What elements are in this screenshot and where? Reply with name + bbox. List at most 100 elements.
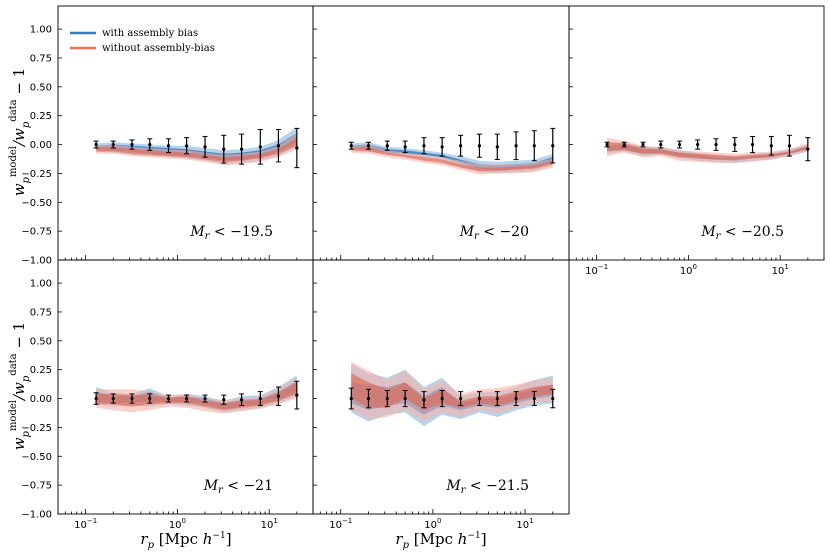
x-tick-label: 101 (772, 263, 789, 277)
errorbar-point (750, 135, 756, 154)
errorbar-point (257, 129, 263, 165)
errorbar-point (476, 133, 482, 158)
panels-layer: −1.00 −0.75 −0.50 −0.25 0.00 0.25 0.50 0.75 1.00… (21, 5, 825, 531)
errorbar-point (110, 393, 116, 404)
y-tick-label: −0.75 (21, 227, 52, 238)
y-tick-label: −0.50 (21, 198, 52, 209)
errorbar-point (640, 141, 646, 148)
x-tick-label: 100 (169, 517, 186, 531)
panel-plot-area (348, 361, 556, 427)
errorbar-point (513, 391, 519, 406)
errorbar-point (166, 394, 172, 403)
panel-4: −1.00 −0.75 −0.50 −0.25 0.00 0.25 0.50 0.75 1.00… (21, 259, 314, 531)
errorbar-point (166, 138, 172, 154)
errorbar-point (384, 389, 390, 408)
band-with-inner (351, 144, 553, 170)
errorbar-point (421, 391, 427, 409)
errorbar-point (550, 388, 556, 409)
panel-3: 10−1 100 101 Mr < −20.5 (568, 5, 825, 277)
y-tick-label: 1.00 (30, 25, 52, 36)
x-tick-label: 10−1 (329, 517, 352, 531)
errorbar-point (275, 386, 281, 406)
band-without-inner (96, 382, 297, 411)
panel-1: −1.00 −0.75 −0.50 −0.25 0.00 0.25 0.50 0.75 1.00… (21, 5, 314, 267)
x-axis-title: rp [Mpc h−1] (395, 530, 486, 551)
errorbar-point (621, 141, 627, 148)
band-without-inner (96, 137, 297, 162)
errorbar-point (604, 141, 610, 148)
x-axis-title: rp [Mpc h−1] (140, 530, 231, 551)
errorbar-point (768, 135, 774, 156)
errorbar-point (348, 141, 354, 150)
panel-2: Mr < −20 (312, 5, 570, 261)
panel-label: Mr < −19.5 (189, 224, 273, 242)
errorbar-point (513, 131, 519, 161)
errorbar-point (275, 129, 281, 163)
x-tick-label: 10−1 (585, 263, 608, 277)
errorbar-point (239, 133, 245, 165)
y-tick-label: −1.00 (21, 256, 52, 267)
panel-label: Mr < −21 (203, 478, 273, 496)
y-tick-label: 1.00 (30, 279, 52, 290)
errorbar-point (348, 387, 354, 410)
errorbar-point (402, 389, 408, 408)
y-tick-label: −0.50 (21, 452, 52, 463)
panel-plot-area (93, 127, 300, 169)
panel-frame (568, 5, 825, 261)
legend-label-with: with assembly bias (102, 28, 198, 39)
x-tick-label: 100 (424, 517, 441, 531)
y-tick-label: 0.00 (30, 140, 52, 151)
panel-5: 10−1 100 101 Mr < −21.5 (312, 259, 570, 531)
band-without-inner (351, 373, 553, 411)
errorbar-point (221, 134, 227, 164)
errorbar-point (732, 137, 738, 152)
errorbar-point (439, 389, 445, 408)
errorbar-point (202, 135, 208, 158)
errorbar-point (147, 393, 153, 404)
errorbar-point (93, 140, 99, 149)
y-tick-label: −1.00 (21, 510, 52, 521)
errorbar-point (713, 138, 719, 151)
errorbar-point (221, 394, 227, 405)
x-tick-label: 10−1 (74, 517, 97, 531)
errorbar-point (202, 394, 208, 403)
panel-label: Mr < −21.5 (445, 478, 529, 496)
band-without-outer (351, 361, 553, 422)
panel-frame (312, 5, 570, 261)
errorbar-point (147, 138, 153, 151)
errorbar-point (786, 134, 792, 157)
panel-plot-area (93, 375, 300, 414)
band-without-inner (351, 146, 553, 172)
errorbar-point (93, 392, 99, 405)
errorbar-point (677, 140, 683, 149)
y-tick-label: 0.50 (30, 336, 52, 347)
errorbar-point (402, 140, 408, 154)
errorbar-point (531, 391, 537, 406)
errorbar-point (695, 139, 701, 150)
errorbar-point (110, 140, 116, 149)
errorbar-point (365, 141, 371, 150)
y-tick-label: −0.25 (21, 423, 52, 434)
x-tick-label: 101 (516, 517, 533, 531)
panel-frame (57, 259, 314, 515)
x-tick-label: 100 (680, 263, 697, 277)
panel-plot-area (348, 127, 556, 175)
errorbar-point (257, 391, 263, 406)
y-tick-label: −0.75 (21, 481, 52, 492)
errorbar-point (550, 127, 556, 164)
y-tick-label: 0.25 (30, 365, 52, 376)
errorbar-point (184, 394, 190, 403)
errorbar-point (129, 393, 135, 404)
errorbar-point (805, 137, 811, 162)
errorbar-point (384, 140, 390, 151)
y-tick-label: 0.00 (30, 394, 52, 405)
errorbar-point (494, 391, 500, 406)
errorbar-point (439, 137, 445, 157)
panel-label: Mr < −20 (459, 224, 529, 242)
band-without-inner (607, 142, 808, 160)
errorbar-point (476, 391, 482, 406)
y-tick-label: −0.25 (21, 169, 52, 180)
y-tick-label: 0.50 (30, 82, 52, 93)
y-tick-label: 0.25 (30, 111, 52, 122)
